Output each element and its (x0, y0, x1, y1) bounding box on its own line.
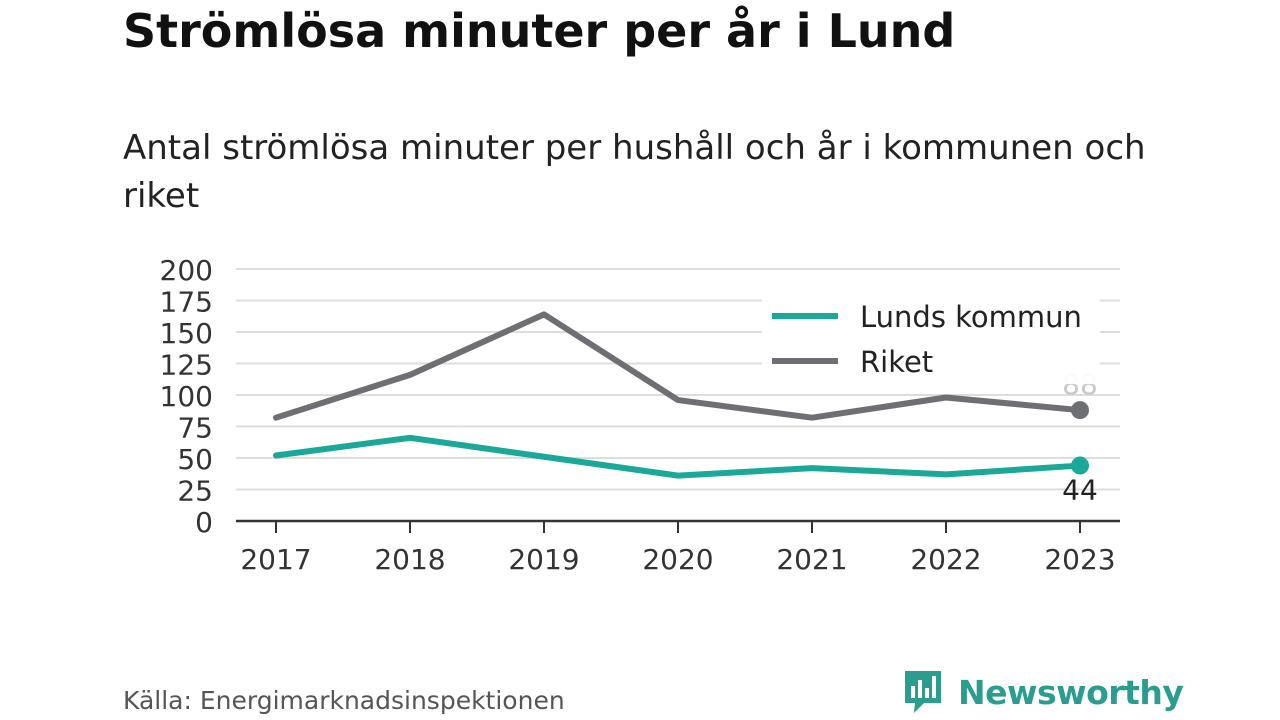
y-tick-label: 0 (195, 506, 213, 539)
y-tick-label: 150 (160, 317, 213, 350)
y-tick-label: 125 (160, 349, 213, 382)
newsworthy-logo-icon (905, 671, 941, 713)
x-tick-label: 2017 (240, 543, 311, 576)
end-point-riket (1071, 401, 1089, 420)
chart-title: Strömlösa minuter per år i Lund (123, 4, 956, 58)
legend-label-riket: Riket (860, 345, 933, 379)
legend-label-lund: Lunds kommun (860, 300, 1082, 334)
end-point-lund (1071, 456, 1089, 475)
brand-logo: Newsworthy (902, 668, 1184, 716)
y-tick-label: 50 (177, 443, 213, 476)
series-line-lund (273, 434, 1083, 479)
brand-name: Newsworthy (958, 672, 1184, 712)
x-tick-label: 2023 (1044, 543, 1115, 576)
x-axis-ticks: 2017 2018 2019 2020 2021 2022 2023 (240, 521, 1116, 576)
end-label-lund: 44 (1062, 474, 1098, 507)
legend: Lunds kommun Riket (762, 294, 1100, 384)
x-tick-label: 2020 (642, 543, 713, 576)
y-tick-label: 75 (177, 412, 213, 445)
y-tick-label: 25 (177, 475, 213, 508)
legend-background (762, 294, 1100, 384)
y-tick-label: 175 (160, 286, 213, 319)
y-tick-label: 200 (160, 254, 213, 287)
x-tick-label: 2019 (508, 543, 579, 576)
x-tick-label: 2018 (374, 543, 445, 576)
x-tick-label: 2022 (910, 543, 981, 576)
chart-subtitle: Antal strömlösa minuter per hushåll och … (123, 128, 1146, 216)
series-line-riket (273, 311, 1083, 421)
source-note: Källa: Energimarknadsinspektionen (123, 686, 565, 715)
x-tick-label: 2021 (776, 543, 847, 576)
y-tick-label: 100 (160, 380, 213, 413)
